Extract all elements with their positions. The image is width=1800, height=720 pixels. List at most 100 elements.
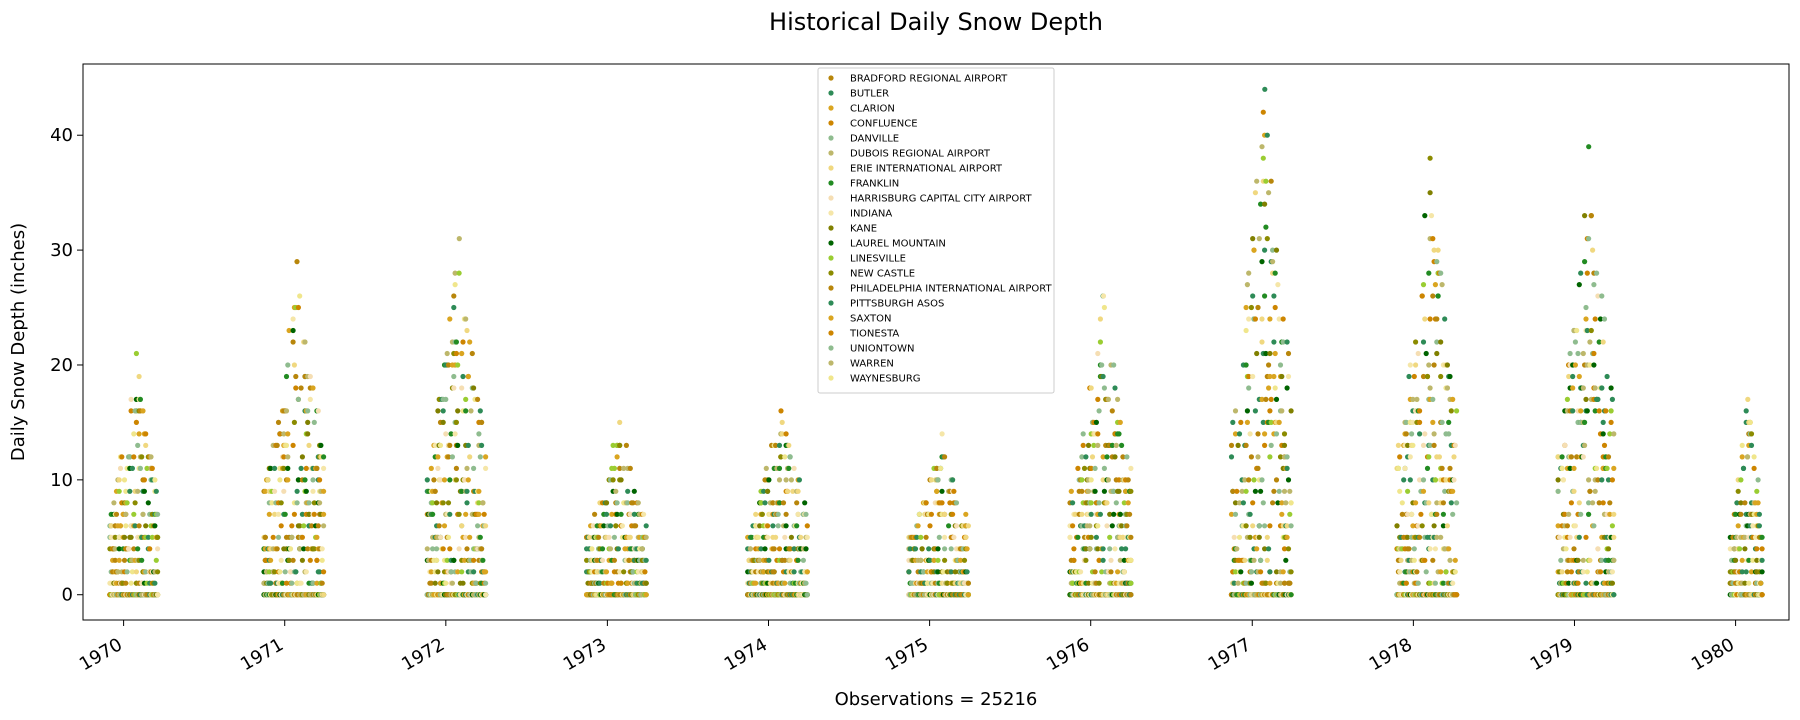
data-point <box>143 523 149 529</box>
data-point <box>297 523 303 529</box>
data-point <box>1403 419 1409 425</box>
data-point <box>1243 442 1249 448</box>
data-point <box>1271 488 1277 494</box>
data-point <box>1756 523 1762 529</box>
data-point <box>783 431 789 437</box>
data-point <box>1279 408 1285 414</box>
data-point <box>1403 431 1409 437</box>
data-point <box>479 442 485 448</box>
data-point <box>773 442 779 448</box>
data-point <box>1754 546 1760 552</box>
data-point <box>430 511 436 517</box>
data-point <box>1740 465 1747 471</box>
data-point <box>1277 362 1284 368</box>
data-point <box>124 569 130 575</box>
data-point <box>293 373 299 380</box>
data-point <box>1406 373 1412 380</box>
data-point <box>428 465 434 471</box>
data-point <box>1250 500 1256 506</box>
data-point <box>1267 350 1273 357</box>
data-point <box>123 580 129 586</box>
data-point <box>1083 557 1089 563</box>
data-point <box>149 465 155 471</box>
data-point <box>290 442 296 448</box>
data-point <box>275 419 282 425</box>
data-point <box>1262 442 1268 448</box>
data-point <box>630 500 636 506</box>
data-point <box>294 500 300 506</box>
data-point <box>804 523 810 529</box>
data-point <box>1751 454 1757 460</box>
data-point <box>1264 132 1270 138</box>
data-point <box>1088 477 1094 483</box>
data-point <box>1559 465 1565 471</box>
data-point <box>1410 523 1416 529</box>
data-point <box>301 523 307 529</box>
data-point <box>762 500 768 506</box>
data-point <box>297 293 303 299</box>
data-point <box>124 500 130 506</box>
data-point <box>1279 373 1285 380</box>
data-point <box>953 523 960 529</box>
data-point <box>311 546 317 552</box>
data-point <box>1417 477 1423 483</box>
data-point <box>279 580 286 586</box>
data-point <box>1432 477 1438 483</box>
data-point <box>1564 569 1570 575</box>
data-point <box>464 327 470 334</box>
data-point <box>1128 580 1134 586</box>
data-point <box>1750 523 1756 529</box>
data-point <box>1448 408 1454 414</box>
data-point <box>1284 534 1290 540</box>
data-point <box>1572 362 1578 368</box>
data-point <box>471 465 477 471</box>
data-point <box>918 534 924 540</box>
data-point <box>1109 523 1115 529</box>
data-point <box>1248 454 1254 460</box>
data-point <box>127 488 133 494</box>
data-point <box>117 465 124 471</box>
x-tick-label: 1970 <box>76 634 126 675</box>
data-point <box>1072 511 1078 517</box>
data-point <box>1268 396 1274 402</box>
data-point <box>143 442 149 448</box>
data-point <box>798 534 804 540</box>
data-point <box>1256 236 1262 242</box>
data-point <box>453 339 459 345</box>
data-point <box>305 408 311 414</box>
data-point <box>1119 523 1125 529</box>
data-point <box>619 523 626 529</box>
data-point <box>116 477 122 483</box>
data-point <box>1081 465 1088 471</box>
data-point <box>1240 500 1246 506</box>
data-point <box>1095 442 1101 448</box>
data-point <box>763 465 769 471</box>
data-point <box>1754 488 1760 494</box>
data-point <box>939 488 945 494</box>
data-point <box>131 431 137 437</box>
data-point <box>465 373 471 380</box>
data-point <box>481 511 487 517</box>
legend-entry: WAYNESBURG <box>850 374 921 385</box>
data-point <box>1092 488 1098 494</box>
data-point <box>1584 408 1590 414</box>
data-point-peak <box>1427 155 1433 161</box>
data-point <box>1256 523 1262 529</box>
data-point <box>310 488 316 494</box>
data-point <box>631 511 637 517</box>
data-point <box>1109 442 1115 448</box>
data-point <box>447 477 453 483</box>
data-point <box>270 534 276 540</box>
data-point <box>1414 396 1420 402</box>
data-point <box>1450 580 1456 586</box>
data-point <box>1592 408 1598 414</box>
data-point <box>1450 396 1456 402</box>
data-point <box>804 592 810 598</box>
data-point <box>1588 213 1594 219</box>
data-point <box>1556 534 1563 540</box>
legend-marker <box>828 225 834 231</box>
data-point-peak <box>617 419 623 425</box>
data-point <box>1288 500 1294 506</box>
data-point <box>477 454 483 460</box>
